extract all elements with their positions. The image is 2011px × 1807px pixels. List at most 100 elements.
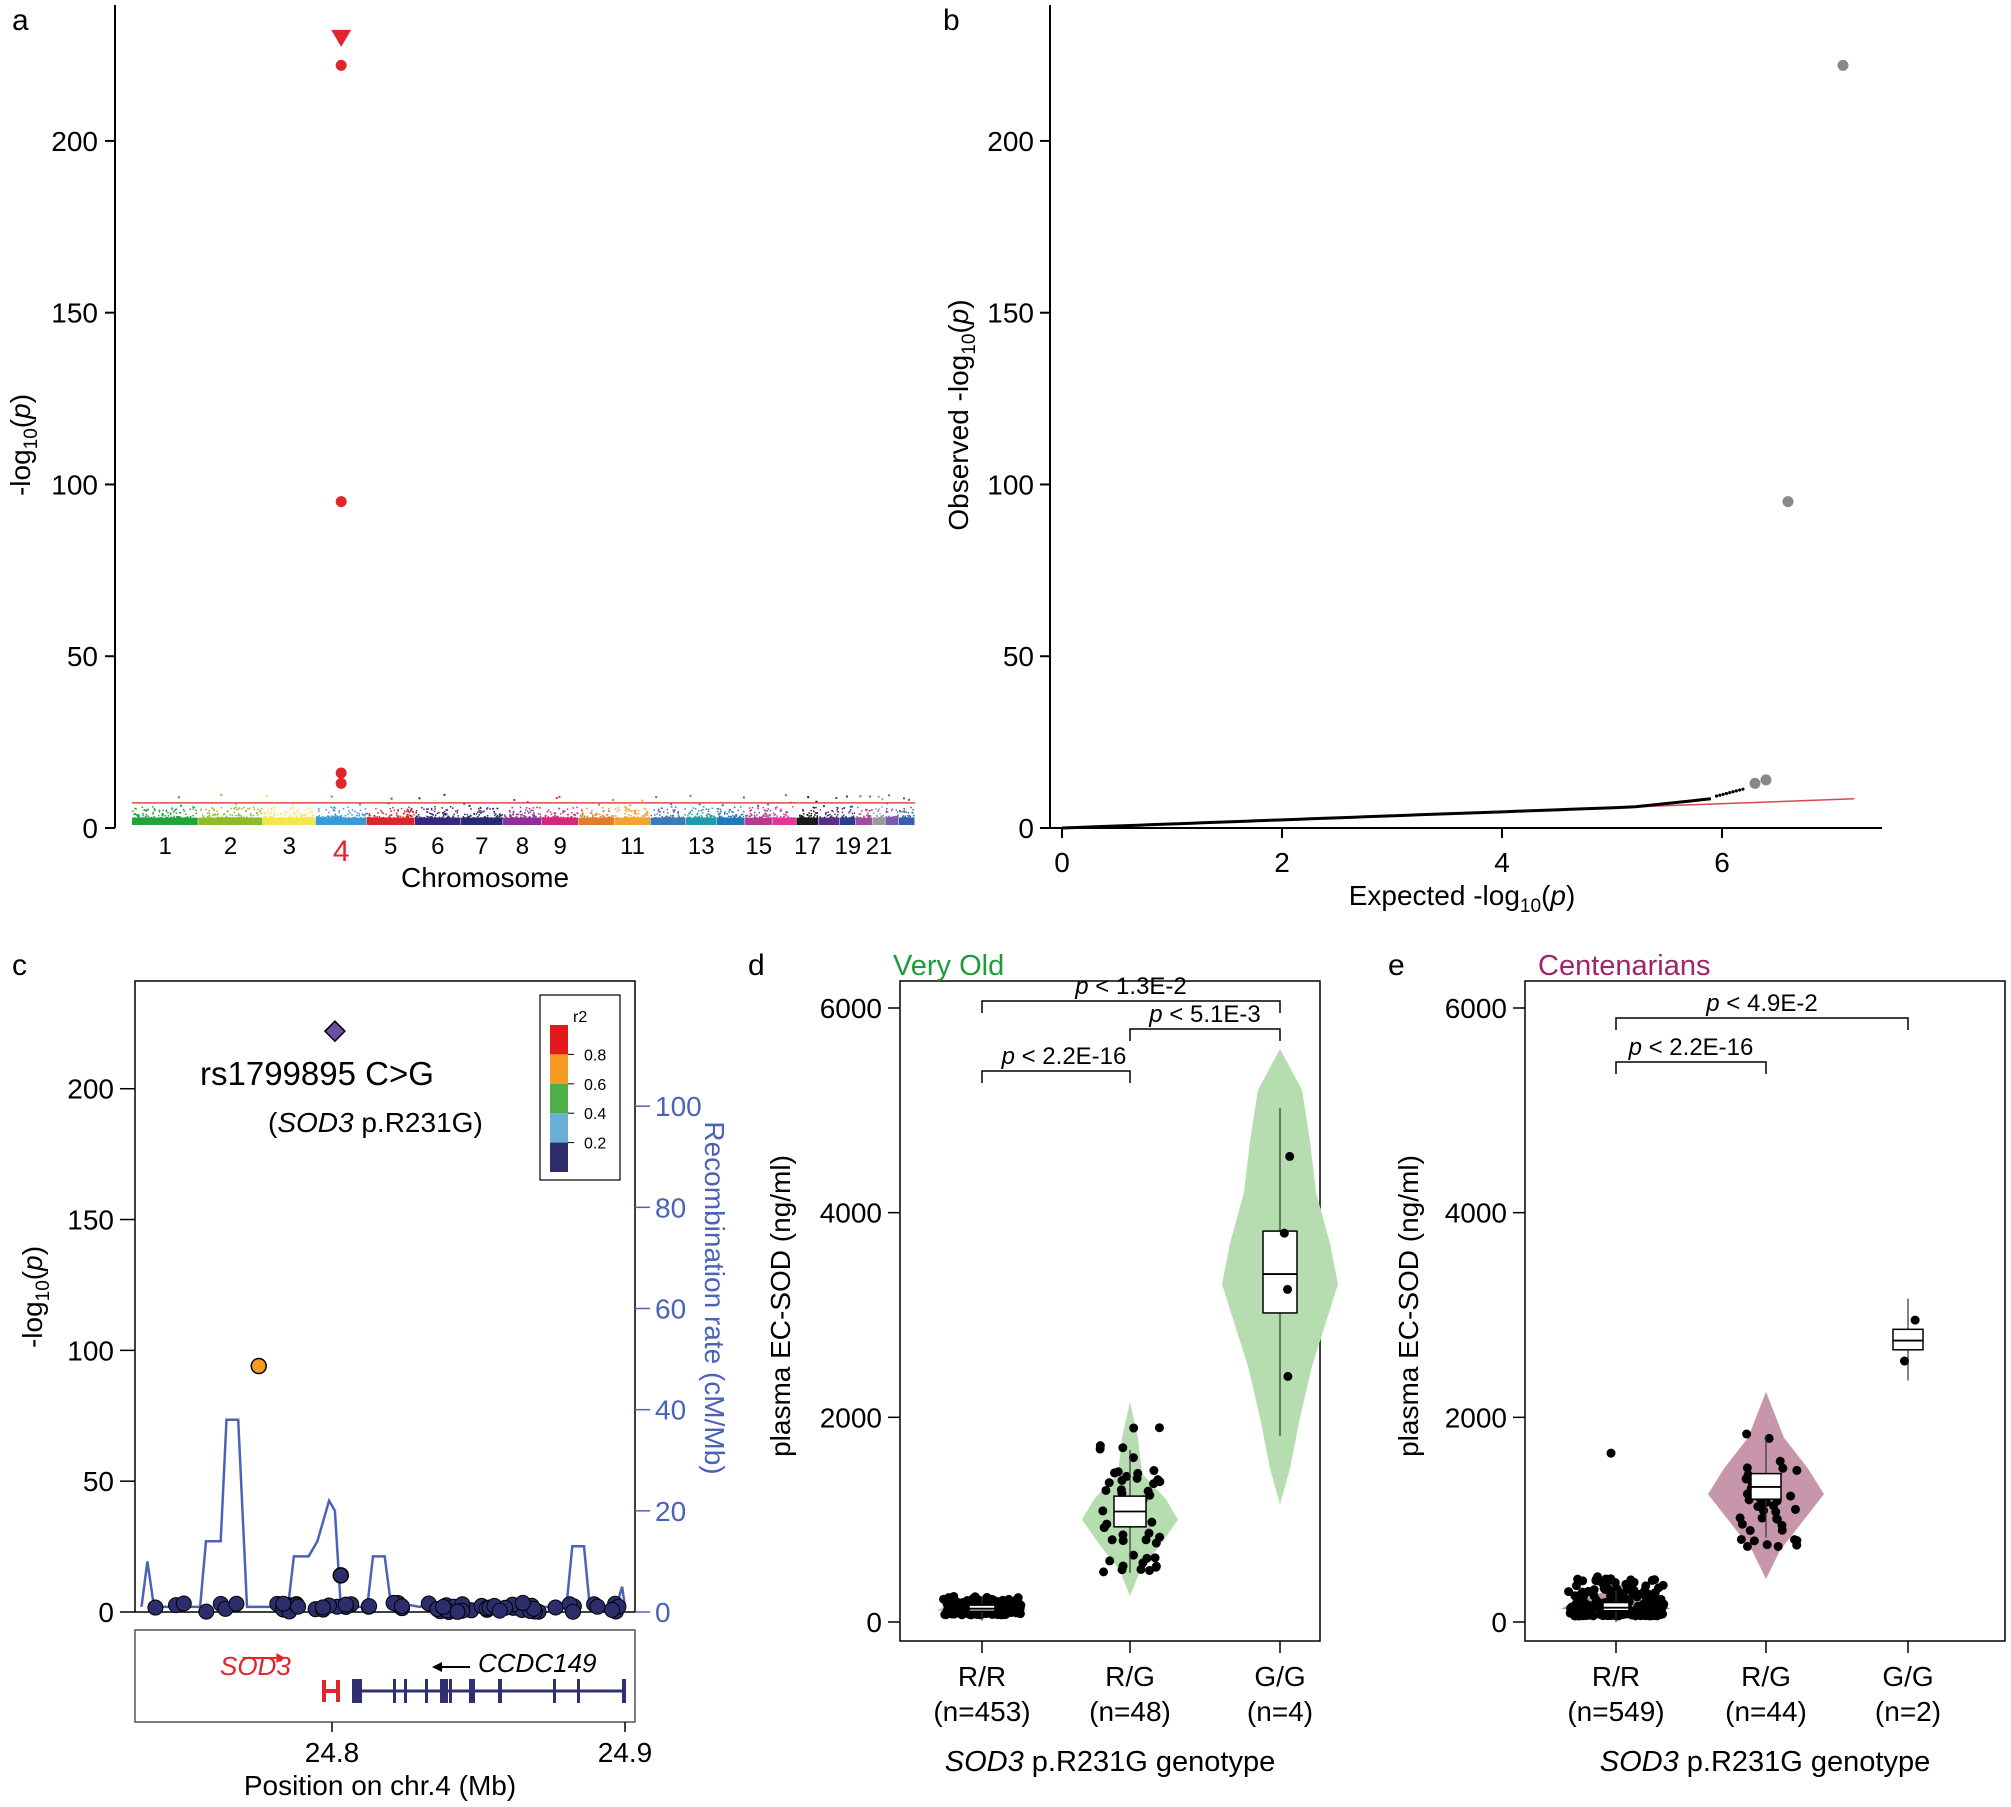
snp-point [683,817,686,820]
snp-point [711,817,713,820]
snp-point [293,817,295,819]
snp-point [208,814,211,817]
snp-point [676,812,679,814]
snp-point [865,809,868,812]
snp-point [519,810,522,813]
snp-point [155,817,157,820]
snp-point [397,808,399,811]
y2-tick-label: 20 [655,1496,686,1527]
violin-y-label-very-old: plasma EC-SOD (ng/ml) [765,1155,796,1457]
data-point [1627,1582,1637,1592]
snp-point [338,817,341,819]
snp-point [266,811,269,813]
iqr-box [1892,1328,1924,1351]
snp-point [625,817,627,819]
snp-point [660,807,663,809]
snp-point [764,815,766,817]
panel-label-d: d [748,949,765,982]
snp-point [742,796,745,799]
snp-point [728,811,731,813]
snp-point [305,817,308,819]
snp-point [719,808,722,811]
snp-point [861,810,863,812]
snp-point [452,817,455,819]
snp-point [511,817,513,820]
snp-point [767,815,769,818]
snp-point [419,816,421,818]
snp-point [642,815,644,817]
snp-point [662,817,664,819]
data-point [1570,1591,1580,1601]
data-point [1606,1448,1616,1458]
snp-point [908,798,911,801]
snp-point [284,814,286,816]
snp-point [710,814,712,817]
snp-point [725,817,728,819]
snp-point [587,817,590,819]
ccdc149-exon [425,1679,428,1703]
snp-point [214,817,217,820]
snp-point [389,814,392,817]
snp-point [483,817,486,820]
snp-point [173,815,175,818]
snp-point [407,810,410,813]
snp-point [237,817,239,819]
snp-point [799,814,801,817]
snp-point [464,817,466,820]
snp-point [633,810,635,812]
snp-point [496,816,498,818]
snp-point [581,817,583,820]
snp-point [421,817,423,819]
snp-point [836,806,838,809]
snp-point [753,817,756,820]
snp-point [858,817,861,820]
snp-point [606,814,609,816]
snp-point [202,816,204,819]
snp-point [496,814,499,817]
snp-point [325,816,327,819]
snp-point [791,817,793,820]
data-point [1011,1601,1021,1611]
snp-point [335,815,338,817]
snp-point [666,815,668,817]
data-point [1606,1574,1616,1584]
snp-point [586,817,588,820]
chromosome-label: 5 [384,833,397,860]
snp-point [500,817,502,820]
snp-point [276,817,278,819]
snp-point [680,817,682,819]
snp-point [456,811,459,814]
snp-point [410,807,413,810]
category-label: R/G [1741,1661,1791,1692]
snp-point [753,814,756,817]
snp-point [593,814,596,816]
chromosome-label: 9 [554,833,567,860]
snp-point [702,809,704,811]
snp-point [764,813,767,815]
sod3-intron [322,1689,340,1693]
snp-point [442,815,445,817]
snp-point [445,809,448,811]
snp-point [798,817,801,820]
snp-point [782,817,784,820]
snp-point [885,810,888,812]
snp-point [780,810,783,812]
snp-point [373,817,375,819]
snp-point [861,817,863,819]
regional-recomb-label: Recombination rate (cM/Mb) [699,1121,730,1474]
snp-point [452,815,454,818]
snp-point [466,813,469,816]
chromosome-band-20 [855,817,873,825]
snp-point [732,811,734,814]
snp-point [631,817,633,819]
snp-point [734,817,736,820]
panel-label-e: e [1388,949,1405,982]
snp-point [269,816,272,819]
y-tick-label: 6000 [1445,993,1507,1024]
snp-point [385,813,387,816]
snp-point [393,1598,410,1615]
snp-point [803,817,805,820]
snp-point [711,815,713,817]
snp-point [608,817,610,820]
snp-point [815,806,817,809]
